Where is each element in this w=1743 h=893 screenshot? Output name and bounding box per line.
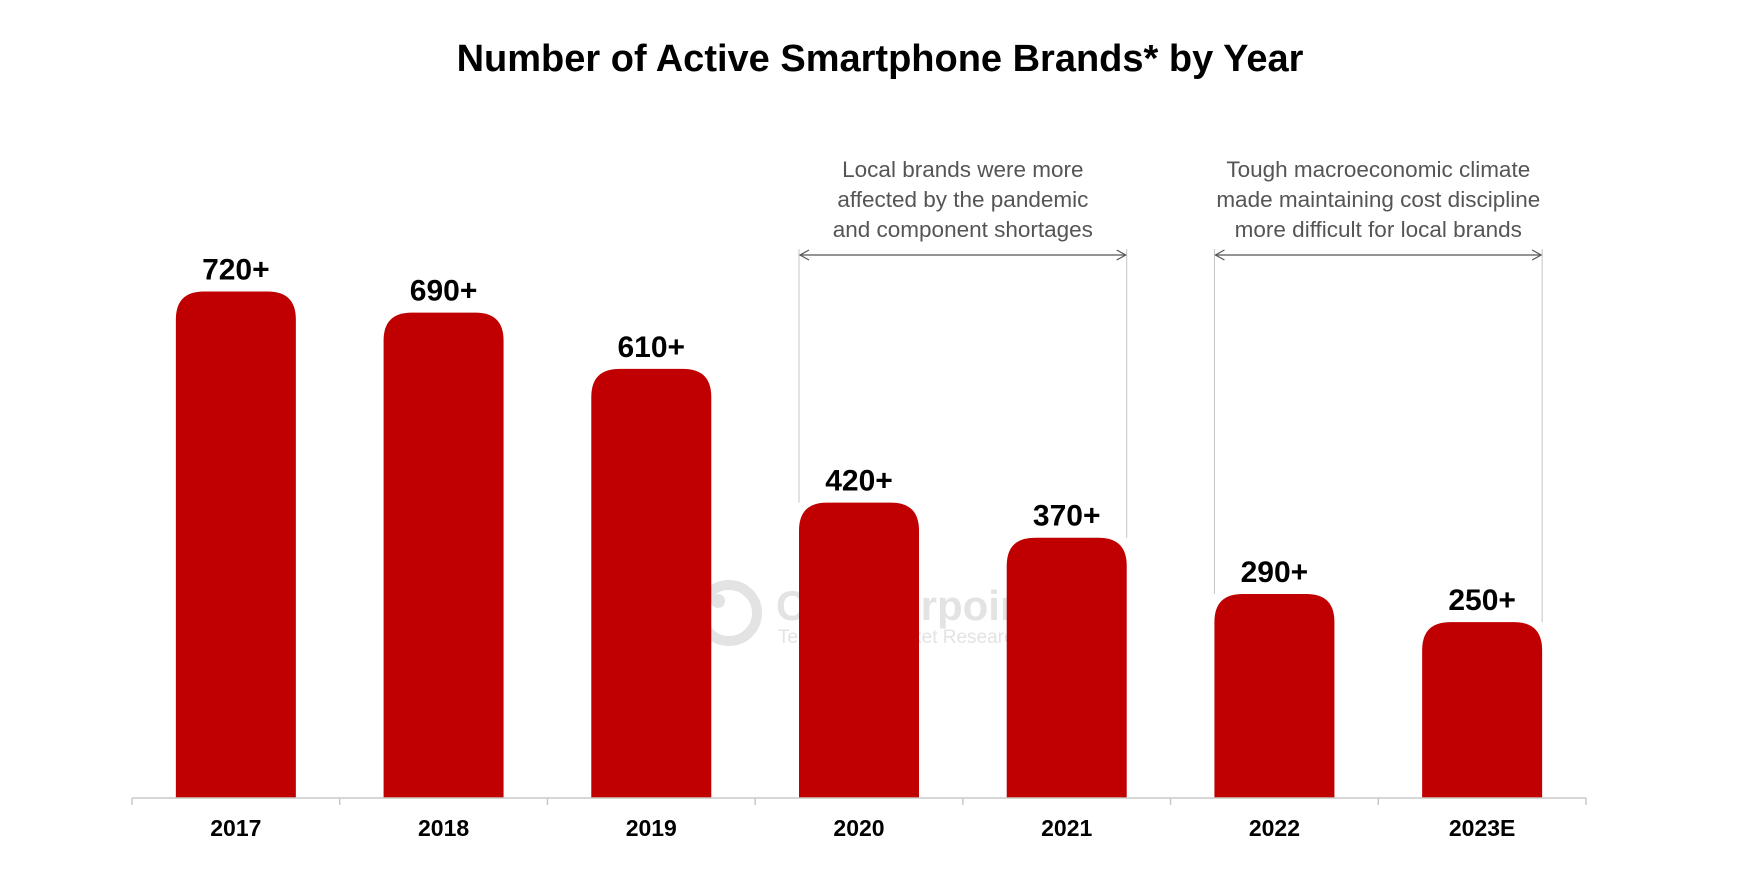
bar-2023e: [1422, 622, 1543, 798]
annotation-1: Local brands were more affected by the pa…: [798, 157, 1128, 538]
bar-2019: [591, 368, 712, 798]
bar-2020: [799, 502, 919, 798]
data-label-2020: 420+: [825, 465, 893, 498]
x-tick-label-2017: 2017: [210, 815, 261, 841]
arrow-right-icon: [1116, 249, 1127, 261]
bar-2017: [175, 291, 296, 798]
x-tick-label-2023e: 2023E: [1449, 815, 1516, 841]
arrow-left-icon: [798, 249, 810, 261]
annotations-layer: Local brands were more affected by the pa…: [798, 157, 1543, 623]
chart-title: Number of Active Smartphone Brands* by Y…: [457, 38, 1304, 80]
x-tick-label-2018: 2018: [418, 815, 469, 841]
value-labels-layer: 720+ 690+ 610+ 420+ 370+ 290+ 250+: [202, 254, 1516, 618]
bar-2018: [383, 312, 504, 798]
data-label-2021: 370+: [1033, 500, 1101, 533]
arrow-left-icon: [1214, 249, 1225, 261]
x-tick-label-2020: 2020: [833, 815, 884, 841]
data-label-2019: 610+: [617, 331, 685, 364]
data-label-2022: 290+: [1241, 556, 1309, 589]
annotation-text-line: Local brands were more: [842, 157, 1083, 182]
x-tick-label-2019: 2019: [626, 815, 677, 841]
annotation-text-line: more difficult for local brands: [1235, 217, 1522, 242]
x-tick-label-2021: 2021: [1041, 815, 1092, 841]
annotation-text-line: Tough macroeconomic climate: [1226, 157, 1530, 182]
x-tick-label-2022: 2022: [1249, 815, 1300, 841]
data-label-2018: 690+: [410, 275, 478, 308]
bar-2022: [1214, 594, 1335, 798]
data-label-2017: 720+: [202, 254, 270, 287]
annotation-text-line: affected by the pandemic: [837, 187, 1088, 212]
annotation-text-line: and component shortages: [833, 217, 1093, 242]
annotation-2: Tough macroeconomic climate made maintain…: [1213, 157, 1543, 623]
arrow-right-icon: [1531, 249, 1543, 261]
bars-layer: [175, 291, 1543, 798]
data-label-2023e: 250+: [1448, 584, 1516, 617]
x-axis: 2017 2018 2019 2020 2021 2022 2023E: [131, 797, 1587, 841]
annotation-text-line: made maintaining cost discipline: [1216, 187, 1540, 212]
bar-2021: [1006, 537, 1127, 798]
